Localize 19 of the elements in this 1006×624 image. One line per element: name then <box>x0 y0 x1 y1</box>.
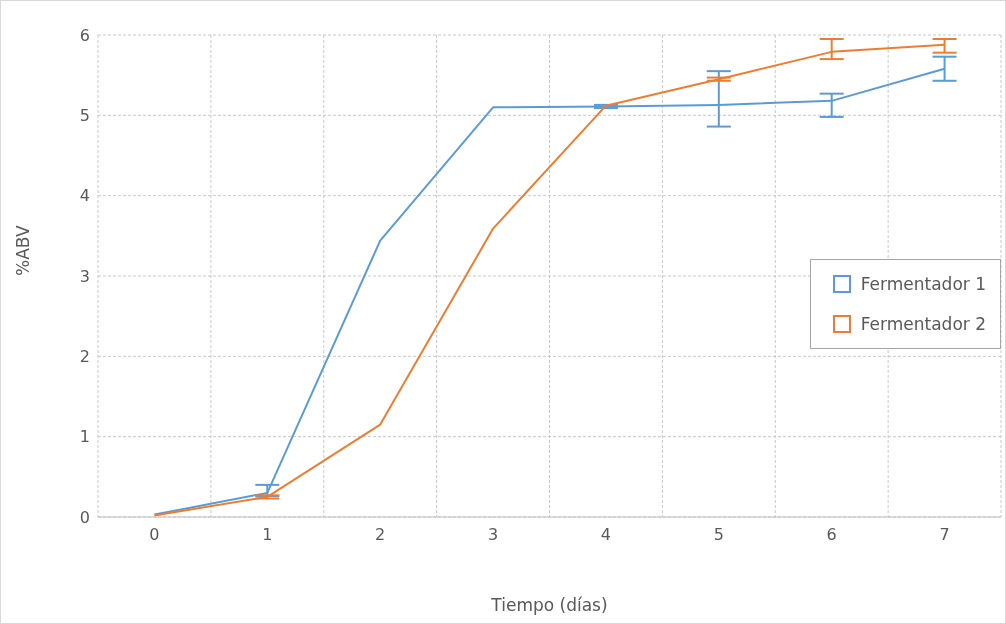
x-tick-label: 3 <box>487 525 499 545</box>
x-tick-label: 0 <box>149 525 160 545</box>
x-axis-title: Tiempo (días) <box>490 595 608 615</box>
legend-label: Fermentador 1 <box>860 274 986 294</box>
x-tick-label: 5 <box>713 525 724 545</box>
y-tick-label: 1 <box>79 427 90 447</box>
y-tick-label: 3 <box>79 266 90 286</box>
y-tick-label: 5 <box>79 106 90 126</box>
legend-label: Fermentador 2 <box>860 314 986 334</box>
x-tick-label: 2 <box>375 525 386 545</box>
x-tick-label: 6 <box>826 525 837 545</box>
y-tick-label: 4 <box>79 186 90 206</box>
x-tick-label: 1 <box>262 525 273 545</box>
y-axis-title: %ABV <box>13 225 34 276</box>
y-tick-label: 2 <box>79 347 90 367</box>
y-tick-label: 6 <box>79 25 90 45</box>
x-tick-label: 4 <box>600 525 612 545</box>
y-tick-label: 0 <box>79 507 90 527</box>
x-tick-label: 7 <box>939 525 950 545</box>
